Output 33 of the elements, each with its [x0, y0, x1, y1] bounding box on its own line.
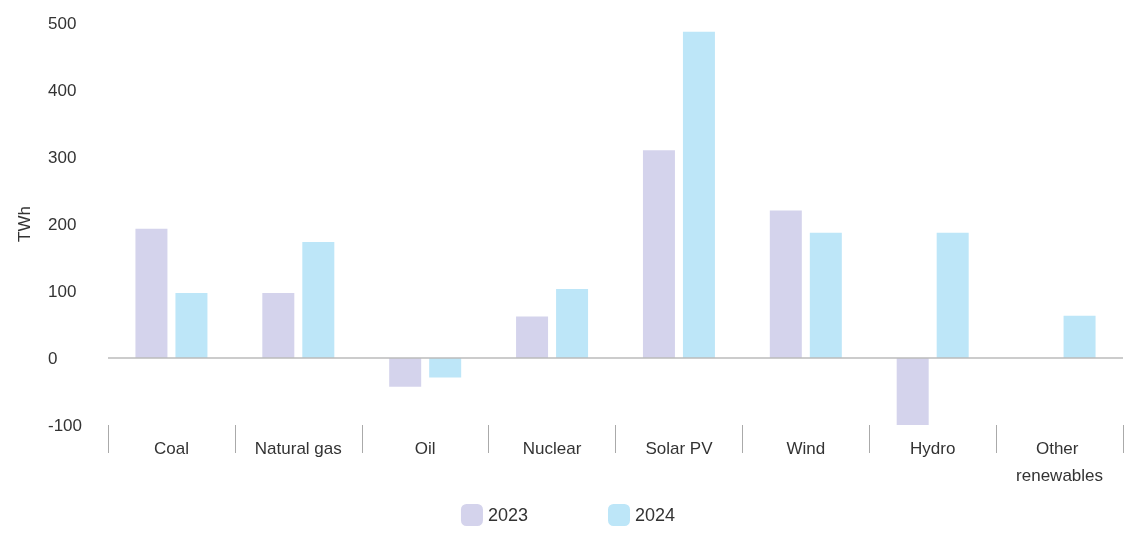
bar	[556, 288, 589, 358]
bar	[135, 228, 168, 358]
bar	[682, 31, 715, 358]
bar	[175, 293, 208, 358]
legend-label: 2023	[487, 505, 528, 525]
x-tick-label: Coal	[153, 439, 189, 458]
y-tick-label: 300	[48, 147, 77, 167]
bar	[516, 316, 549, 358]
bar	[896, 358, 929, 425]
y-axis-title: TWh	[15, 206, 34, 242]
x-tick-label: Wind	[786, 439, 826, 458]
bar	[302, 242, 335, 358]
bar	[429, 358, 462, 378]
bar	[389, 358, 422, 387]
bar	[1063, 315, 1096, 358]
x-tick-label: Nuclear	[522, 439, 582, 458]
x-tick-label: Solar PV	[645, 439, 714, 458]
x-tick-label: Other renewables	[1016, 439, 1104, 485]
y-tick-label: 0	[48, 348, 58, 368]
bar	[809, 232, 842, 358]
x-tick-label: Hydro	[910, 439, 956, 458]
y-tick-label: 200	[48, 214, 77, 234]
bar	[642, 150, 675, 358]
y-tick-label: 100	[48, 281, 77, 301]
y-tick-label: 500	[48, 13, 77, 33]
bar	[936, 232, 969, 358]
y-tick-label: -100	[48, 415, 83, 435]
legend-label: 2024	[635, 505, 676, 525]
bar	[769, 210, 802, 358]
bar	[262, 293, 295, 358]
x-tick-label: Oil	[414, 439, 436, 458]
x-tick-label: Natural gas	[254, 439, 342, 458]
y-tick-label: 400	[48, 80, 77, 100]
